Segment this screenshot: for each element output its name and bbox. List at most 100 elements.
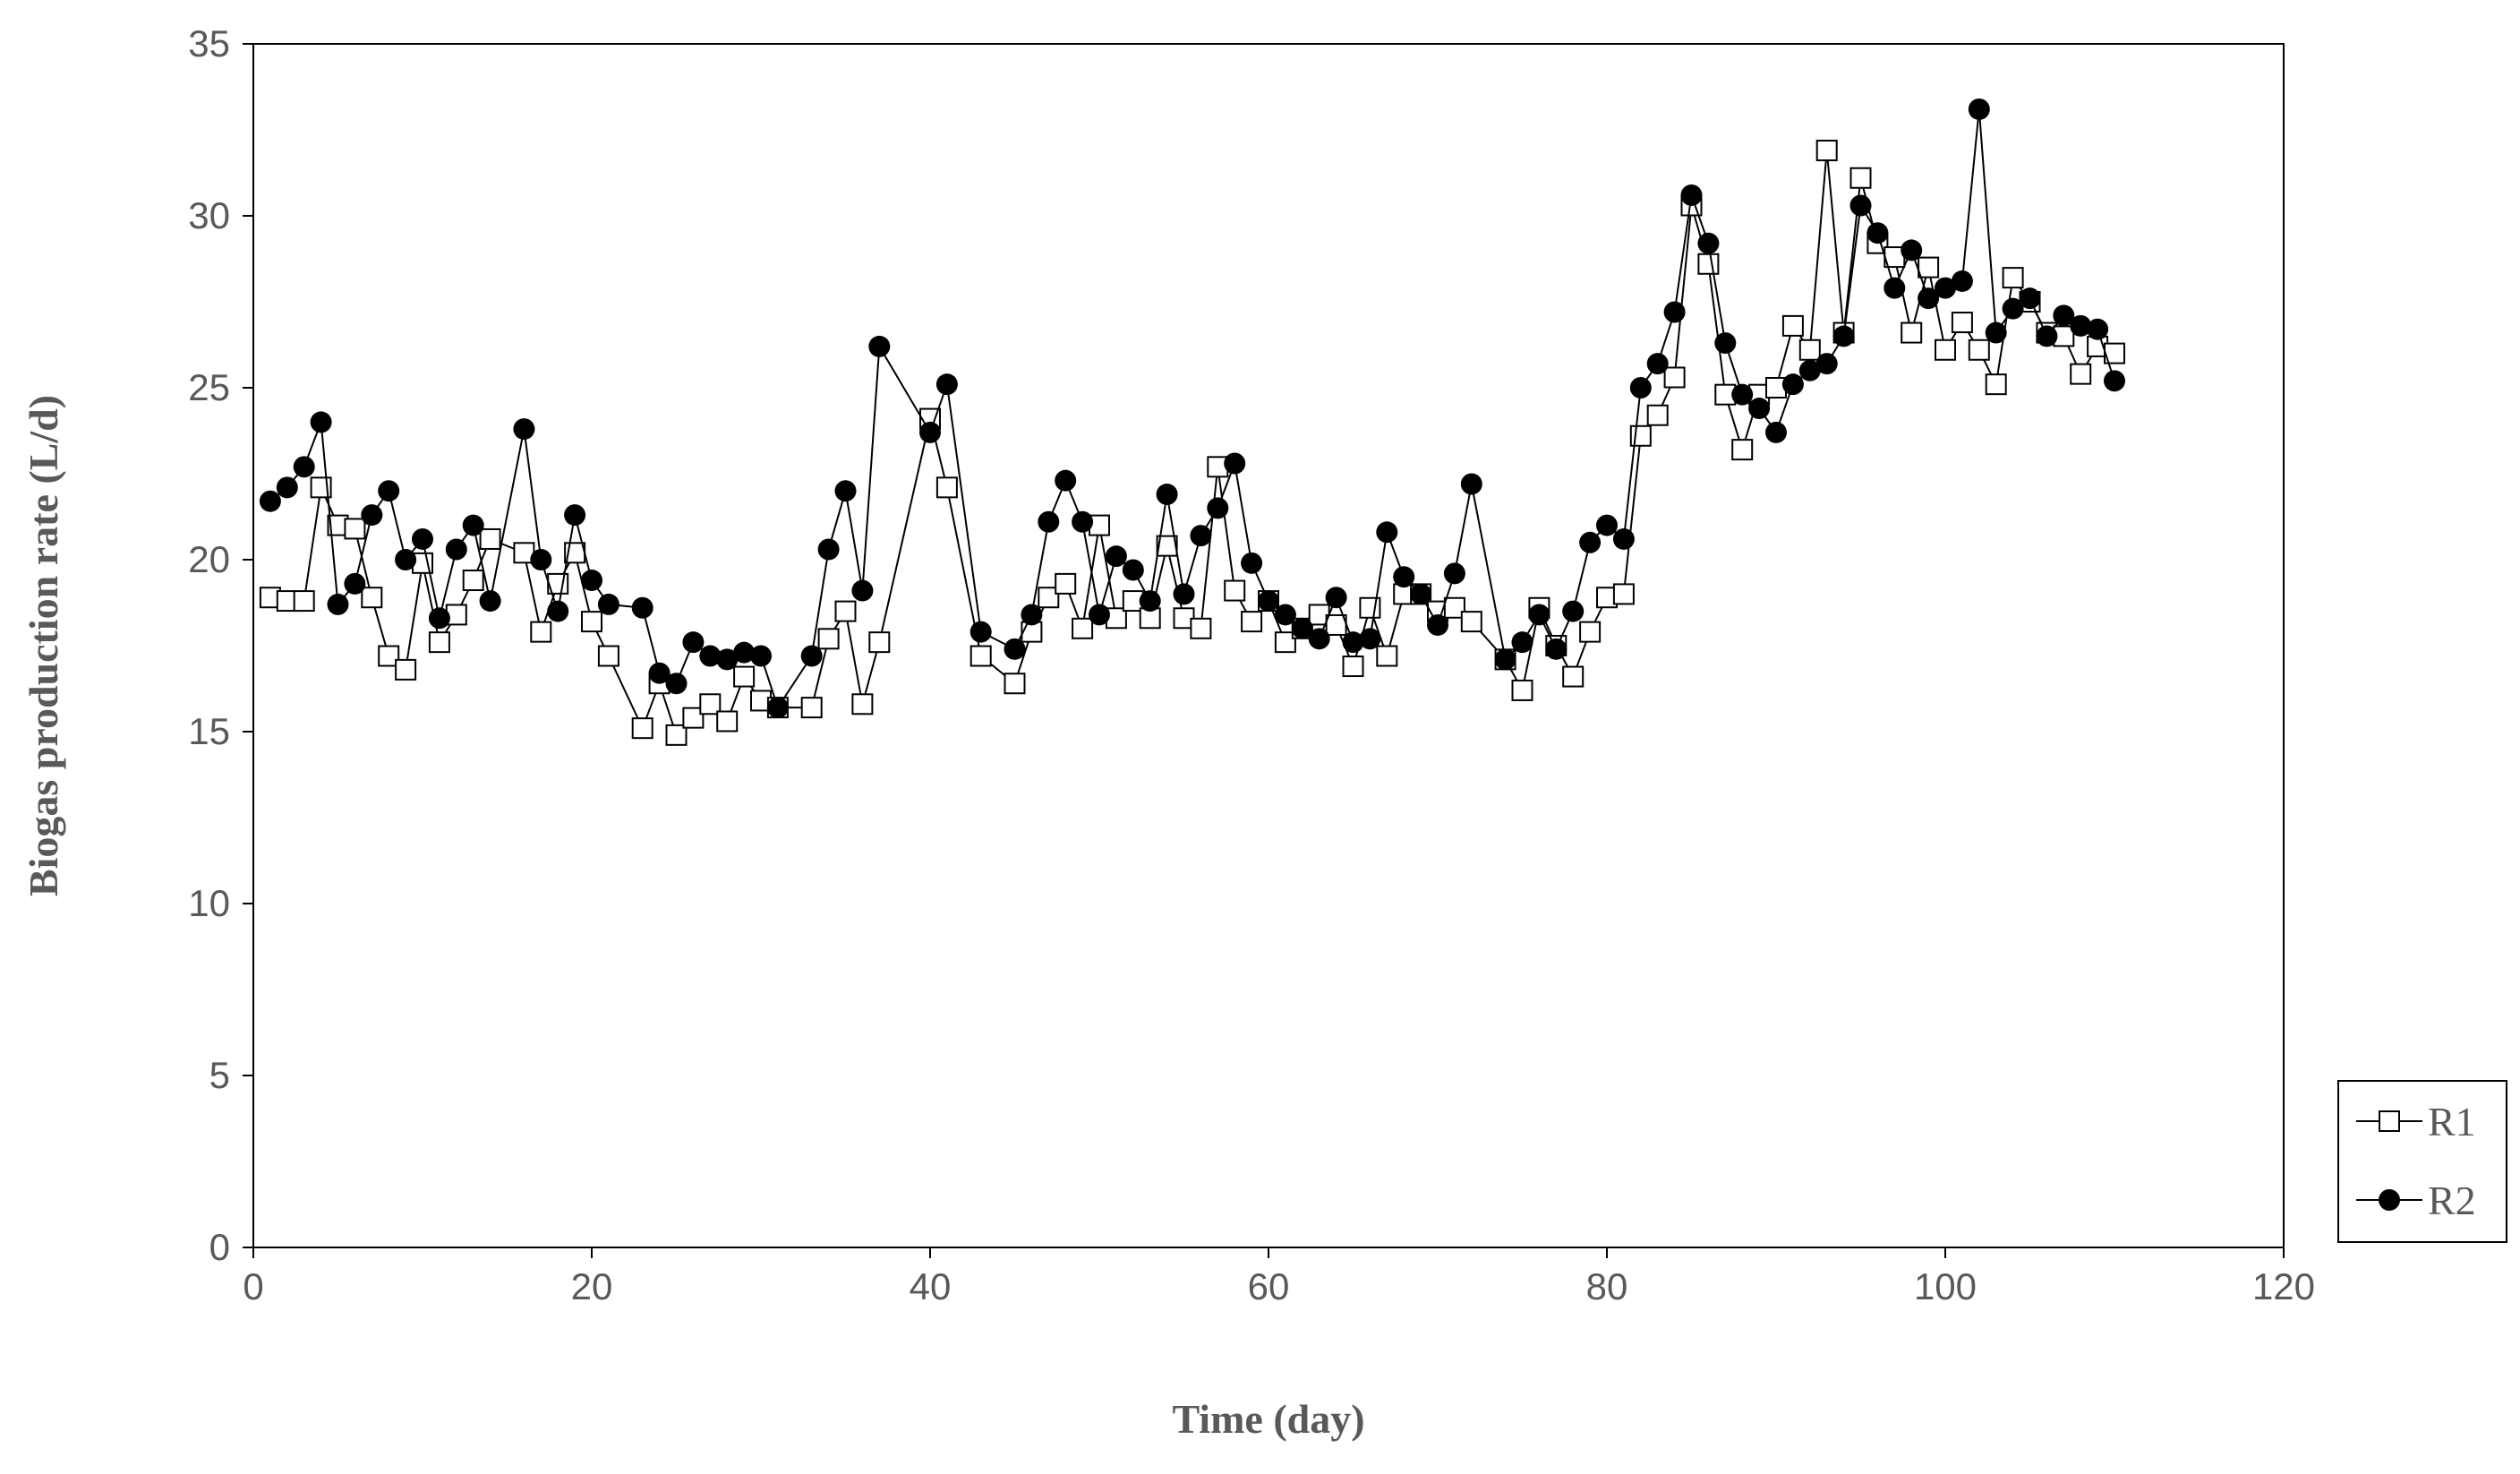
series-r2: [259, 98, 2125, 719]
series-r1-point: [1274, 631, 1296, 654]
series-r2-point: [1105, 545, 1127, 568]
series-r2-point: [310, 411, 332, 433]
series-r2-point: [259, 490, 281, 512]
series-r1-point: [1798, 339, 1821, 361]
series-r2-point: [1190, 525, 1212, 547]
series-r2-point: [2002, 297, 2024, 320]
series-r2-point: [462, 514, 484, 536]
series-r2-point: [276, 476, 298, 499]
series-r1-point: [1004, 673, 1026, 695]
series-r2-point: [1410, 583, 1432, 605]
x-tick-label: 20: [571, 1265, 613, 1307]
series-r2-point: [750, 645, 772, 667]
series-r1-point: [1156, 535, 1178, 557]
series-r1-point: [631, 717, 653, 740]
series-r1-point: [1968, 339, 1990, 361]
x-tick-label: 40: [910, 1265, 952, 1307]
series-r1-point: [1190, 617, 1212, 639]
y-axis: 0 5 10 15 20 25 30 35: [188, 22, 253, 1268]
series-r2-point: [1393, 566, 1415, 588]
series-r2-point: [1021, 604, 1043, 626]
series-r1-point: [1443, 596, 1465, 619]
plot-area: [252, 43, 2285, 1248]
series-r1-point: [1072, 617, 1094, 639]
series-r1-point: [1241, 611, 1263, 633]
series-r2-point: [479, 590, 501, 613]
series-r2-point: [935, 373, 958, 396]
series-r2-point: [1629, 377, 1652, 398]
series-r2-point: [851, 579, 874, 602]
series-r1-point: [817, 628, 840, 650]
series-r2-point: [1579, 531, 1602, 553]
series-r1-point: [1579, 621, 1602, 643]
series-r1-point: [462, 570, 484, 592]
series-r2-point: [1156, 484, 1178, 506]
series-r2-point: [513, 418, 535, 441]
series-r2-point: [648, 662, 671, 684]
series-r1-point: [1697, 253, 1720, 275]
series-r1-point: [733, 665, 756, 688]
series-r2-point: [1460, 473, 1482, 495]
series-r1-point: [1376, 645, 1398, 667]
series-r2-point: [1832, 325, 1855, 347]
series-r2-point: [2070, 314, 2092, 337]
series-r2-point: [1494, 648, 1516, 671]
series-r1-point: [834, 600, 857, 622]
series-r2-point: [2036, 325, 2058, 347]
series-r2-point: [547, 600, 569, 622]
x-tick-label: 100: [1914, 1265, 1977, 1307]
series-r2-point: [631, 596, 653, 619]
series-r1-point: [581, 611, 602, 633]
y-tick-label: 35: [188, 22, 230, 64]
series-r2-point: [1849, 194, 1872, 217]
series-r2-point: [428, 607, 450, 630]
series-r1-point: [665, 724, 688, 746]
series-r2-point: [1901, 239, 1923, 261]
y-tick-label: 10: [188, 882, 230, 924]
series-r2-point: [1748, 398, 1771, 420]
series-r2-point: [1342, 631, 1364, 654]
series-r2-point: [1968, 98, 1990, 120]
series-r2-point: [378, 480, 400, 502]
x-tick-label: 120: [2252, 1265, 2315, 1307]
series-r2-point: [530, 549, 552, 570]
series-r2-point: [597, 593, 619, 615]
y-tick-label: 15: [188, 710, 230, 752]
series-r2-point: [1224, 452, 1246, 475]
series-r2-point: [1308, 628, 1330, 650]
series-r2-point: [412, 527, 433, 550]
series-r2-point: [1376, 521, 1398, 544]
series-r2-point: [1815, 353, 1838, 375]
series-r1-point: [344, 518, 366, 540]
series-r2-point: [1612, 527, 1635, 550]
x-tick-label: 60: [1248, 1265, 1290, 1307]
series-r1-point: [2002, 267, 2024, 289]
series-r2-point: [1443, 562, 1465, 585]
series-r1-point: [935, 476, 958, 499]
legend-r2-marker: [2379, 1189, 2400, 1211]
y-tick-label: 30: [188, 194, 230, 236]
series-r2-point: [766, 697, 789, 719]
series-r2-point: [2087, 318, 2109, 340]
series-r2-point: [699, 645, 722, 667]
series-r2-point: [2053, 304, 2075, 327]
series-r2-point: [800, 645, 823, 667]
series-r2-point: [1646, 353, 1669, 375]
series-r2-point: [361, 504, 383, 527]
x-axis-title: Time (day): [1172, 1396, 1364, 1442]
series-r2-point: [2104, 370, 2125, 392]
y-tick-label: 0: [209, 1226, 230, 1268]
series-r1-point: [1849, 167, 1872, 189]
series-r2-point: [834, 480, 857, 502]
series-r1-point: [1985, 373, 2007, 396]
series-r2-point: [1680, 184, 1703, 206]
series-r2-point: [1765, 421, 1787, 443]
legend-box: [2337, 1080, 2507, 1243]
y-tick-label: 20: [188, 538, 230, 580]
x-tick-label: 0: [243, 1265, 263, 1307]
series-r2-point: [1918, 287, 1940, 310]
series-r1-point: [1224, 579, 1246, 602]
series-r1-point: [851, 693, 874, 716]
series-r2-point: [716, 648, 739, 671]
series-r1-point: [1562, 665, 1585, 688]
